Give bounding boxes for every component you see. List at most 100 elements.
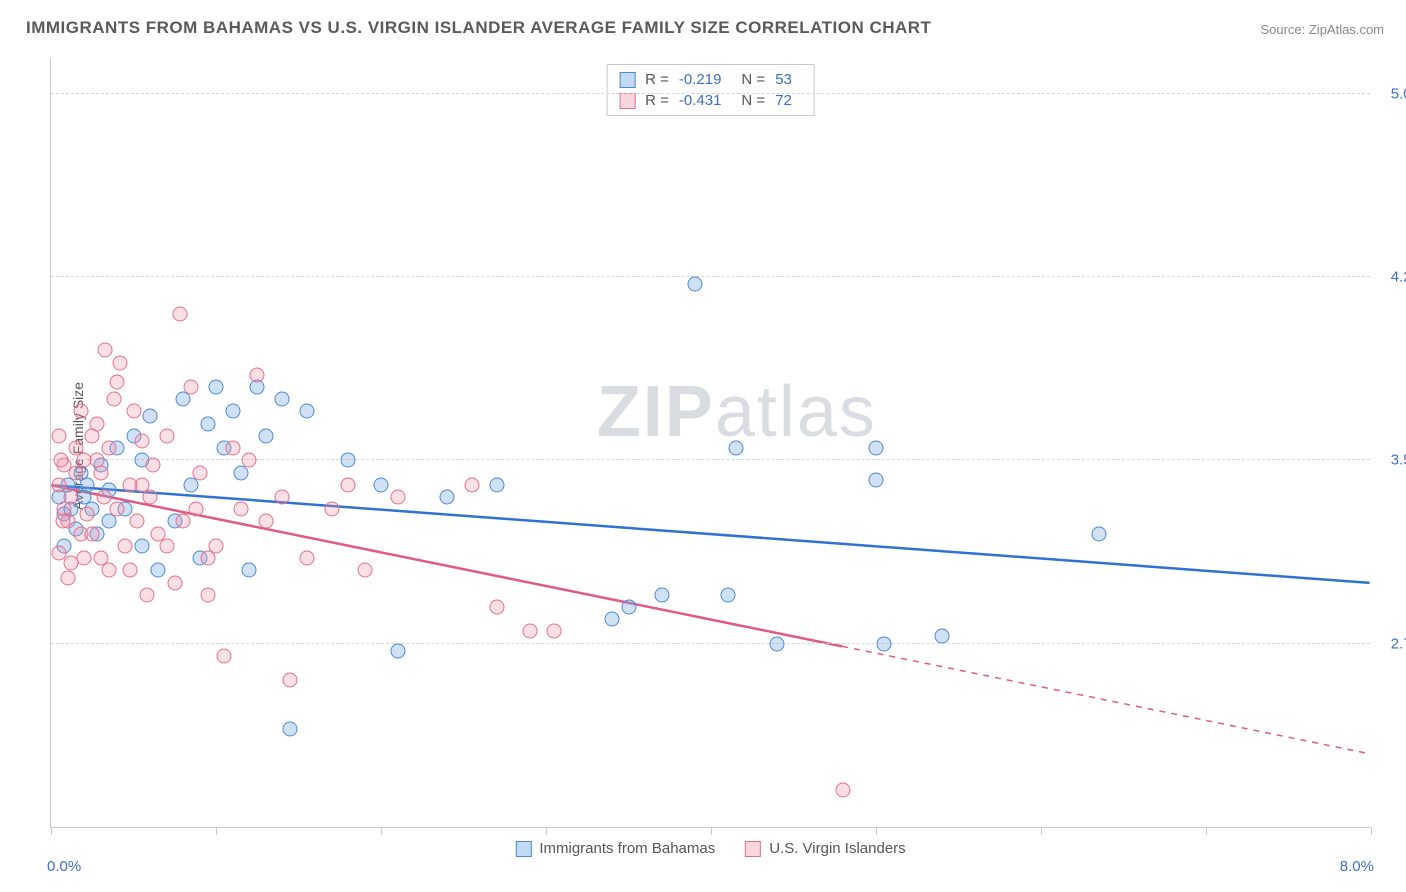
r-value-blue: -0.219 (679, 71, 722, 88)
legend-item-blue: Immigrants from Bahamas (515, 840, 715, 857)
n-value-blue: 53 (775, 71, 792, 88)
r-label: R = (645, 71, 669, 88)
data-point-pink (464, 477, 479, 492)
data-point-pink (299, 551, 314, 566)
legend-stats-row-blue: R = -0.219 N = 53 (619, 69, 802, 90)
data-point-pink (217, 648, 232, 663)
data-point-pink (123, 477, 138, 492)
data-point-pink (96, 490, 111, 505)
x-tick (216, 827, 217, 835)
data-point-blue (869, 441, 884, 456)
y-tick-label: 3.50 (1376, 452, 1406, 469)
legend-swatch-pink (745, 841, 761, 857)
data-point-pink (200, 551, 215, 566)
data-point-blue (299, 404, 314, 419)
data-point-pink (68, 441, 83, 456)
data-point-pink (77, 551, 92, 566)
n-label: N = (741, 71, 765, 88)
data-point-pink (159, 428, 174, 443)
x-tick (381, 827, 382, 835)
data-point-pink (341, 477, 356, 492)
data-point-blue (935, 629, 950, 644)
x-tick-label-max: 8.0% (1340, 858, 1374, 875)
data-point-pink (189, 502, 204, 517)
x-tick (51, 827, 52, 835)
trend-line-pink (51, 485, 842, 646)
data-point-blue (621, 600, 636, 615)
data-point-blue (283, 722, 298, 737)
data-point-pink (176, 514, 191, 529)
data-point-pink (101, 563, 116, 578)
trend-lines (51, 58, 1370, 827)
y-tick-label: 5.00 (1376, 85, 1406, 102)
data-point-pink (110, 502, 125, 517)
data-point-pink (90, 453, 105, 468)
data-point-pink (167, 575, 182, 590)
data-point-pink (143, 490, 158, 505)
data-point-pink (258, 514, 273, 529)
y-tick-label: 2.75 (1376, 635, 1406, 652)
data-point-blue (134, 538, 149, 553)
data-point-pink (233, 502, 248, 517)
data-point-pink (126, 404, 141, 419)
plot-area: ZIPatlas R = -0.219 N = 53 R = -0.431 N … (50, 58, 1370, 828)
data-point-pink (101, 441, 116, 456)
gridline (51, 643, 1370, 644)
data-point-blue (275, 392, 290, 407)
data-point-blue (151, 563, 166, 578)
data-point-pink (250, 367, 265, 382)
data-point-blue (489, 477, 504, 492)
data-point-pink (63, 556, 78, 571)
data-point-pink (63, 490, 78, 505)
x-tick (1041, 827, 1042, 835)
x-tick-label-min: 0.0% (47, 858, 81, 875)
data-point-pink (200, 587, 215, 602)
data-point-pink (73, 404, 88, 419)
legend-label-pink: U.S. Virgin Islanders (769, 840, 905, 857)
data-point-pink (134, 433, 149, 448)
source-attribution: Source: ZipAtlas.com (1260, 22, 1384, 37)
data-point-blue (1091, 526, 1106, 541)
data-point-blue (605, 612, 620, 627)
x-tick (546, 827, 547, 835)
data-point-blue (80, 477, 95, 492)
data-point-pink (275, 490, 290, 505)
data-point-blue (654, 587, 669, 602)
n-value-pink: 72 (775, 92, 792, 109)
gridline (51, 93, 1370, 94)
data-point-blue (225, 404, 240, 419)
legend-item-pink: U.S. Virgin Islanders (745, 840, 905, 857)
data-point-blue (374, 477, 389, 492)
data-point-blue (877, 636, 892, 651)
data-point-pink (522, 624, 537, 639)
data-point-pink (146, 458, 161, 473)
data-point-blue (209, 380, 224, 395)
x-tick (711, 827, 712, 835)
watermark-zip: ZIP (597, 372, 715, 452)
data-point-pink (357, 563, 372, 578)
data-point-pink (242, 453, 257, 468)
data-point-pink (129, 514, 144, 529)
r-label: R = (645, 92, 669, 109)
x-tick (1206, 827, 1207, 835)
data-point-blue (728, 441, 743, 456)
data-point-pink (547, 624, 562, 639)
data-point-pink (106, 392, 121, 407)
chart-title: IMMIGRANTS FROM BAHAMAS VS U.S. VIRGIN I… (26, 18, 931, 38)
data-point-pink (110, 375, 125, 390)
data-point-blue (390, 644, 405, 659)
data-point-pink (52, 477, 67, 492)
data-point-pink (90, 416, 105, 431)
gridline (51, 276, 1370, 277)
legend-stats: R = -0.219 N = 53 R = -0.431 N = 72 (606, 64, 815, 116)
data-point-pink (836, 783, 851, 798)
data-point-blue (258, 428, 273, 443)
data-point-blue (869, 472, 884, 487)
data-point-pink (55, 514, 70, 529)
data-point-pink (324, 502, 339, 517)
data-point-pink (80, 507, 95, 522)
legend-series: Immigrants from Bahamas U.S. Virgin Isla… (515, 840, 905, 857)
data-point-pink (489, 600, 504, 615)
x-tick (1371, 827, 1372, 835)
data-point-pink (118, 538, 133, 553)
